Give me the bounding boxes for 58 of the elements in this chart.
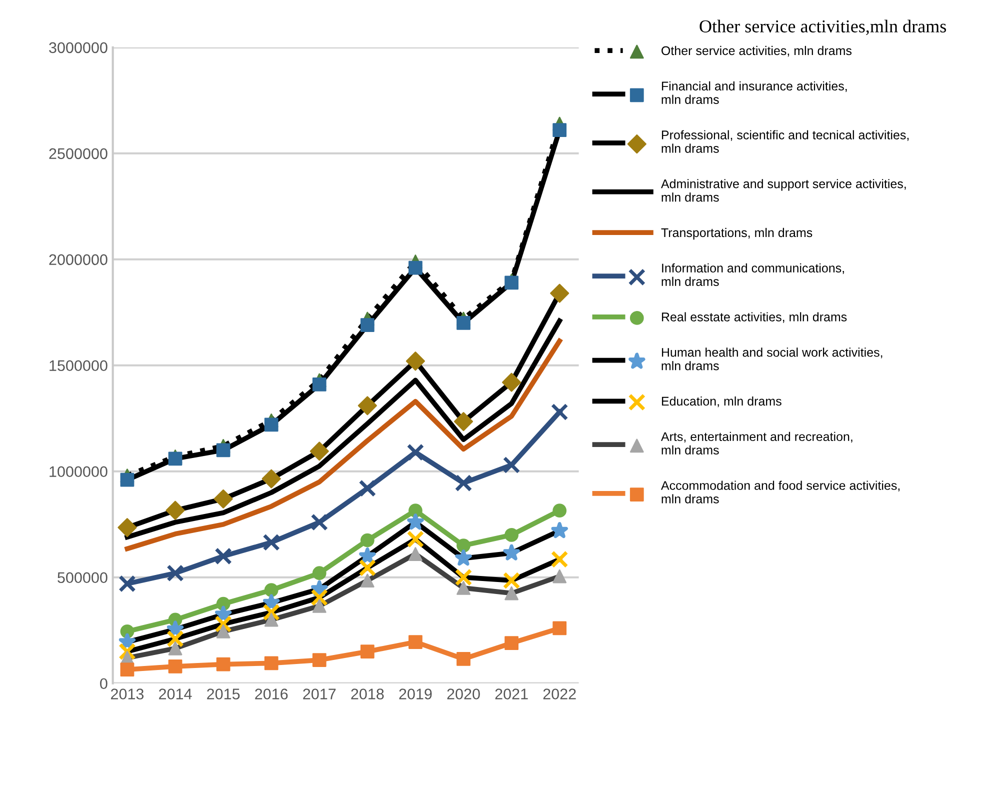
point (312, 599, 326, 613)
point (502, 572, 520, 590)
x-tick-label: 2015 (207, 688, 240, 700)
point (454, 568, 472, 586)
legend-label: Real esstate activities, mln drams (662, 312, 847, 323)
x-tick-label: 2020 (447, 688, 480, 700)
y-tick-label: 3000000 (49, 42, 108, 54)
x-tick-label: 2021 (495, 688, 528, 700)
point (502, 456, 520, 474)
y-tick-label: 0 (100, 678, 108, 690)
point (552, 569, 567, 584)
point (264, 612, 278, 627)
legend-label: Financial and insurance activities, mln drams (662, 81, 847, 104)
point (166, 630, 184, 648)
point (550, 550, 568, 568)
point (214, 615, 232, 633)
point (168, 641, 182, 656)
point (262, 534, 280, 552)
point (406, 444, 424, 461)
point (216, 624, 230, 638)
x-tick-label: 2016 (255, 688, 288, 700)
point (118, 642, 136, 660)
text: Other service activities,mln drams (700, 20, 946, 36)
legend-label: Professional, scientific and tecnical activities, mln drams (662, 130, 909, 153)
x-tick-label: 2014 (159, 688, 192, 700)
point (454, 474, 472, 492)
y-tick-label: 500000 (58, 572, 108, 584)
y-tick-label: 1000000 (50, 466, 108, 478)
legend-label: Information and communications, mln drams (662, 263, 844, 286)
point (358, 559, 376, 576)
point (310, 588, 328, 606)
point (118, 575, 136, 592)
point (504, 586, 518, 600)
point (262, 604, 280, 622)
y-tick-label: 1500000 (50, 360, 108, 372)
legend-label: Human health and social work activities, mln drams (662, 348, 882, 370)
point (408, 547, 422, 561)
point (214, 547, 232, 565)
legend-label: Accommodation and food service activities, mln drams (660, 480, 900, 504)
y-tick-label: 2000000 (49, 254, 108, 266)
x-tick-label: 2019 (399, 688, 432, 700)
x-tick-label: 2018 (351, 688, 384, 700)
x-tick-label: 2017 (303, 688, 336, 700)
point (406, 530, 424, 548)
legend-label: Administrative and support service activities, mln drams (660, 179, 906, 202)
y-tick-label: 2500000 (49, 148, 108, 160)
point (550, 403, 568, 421)
legend-label: Transportations, mln drams (661, 228, 812, 240)
point (360, 574, 374, 588)
x-tick-label: 2022 (543, 688, 576, 700)
legend-label: Other service activities, mln drams (662, 46, 852, 57)
x-tick-label: 2013 (111, 688, 144, 700)
legend-label: Education, mln drams (662, 396, 782, 408)
point (358, 480, 376, 498)
point (456, 581, 470, 595)
legend-label: Arts, entertainment and recreation, mln drams (660, 432, 852, 455)
point (166, 564, 184, 582)
point (310, 514, 328, 531)
